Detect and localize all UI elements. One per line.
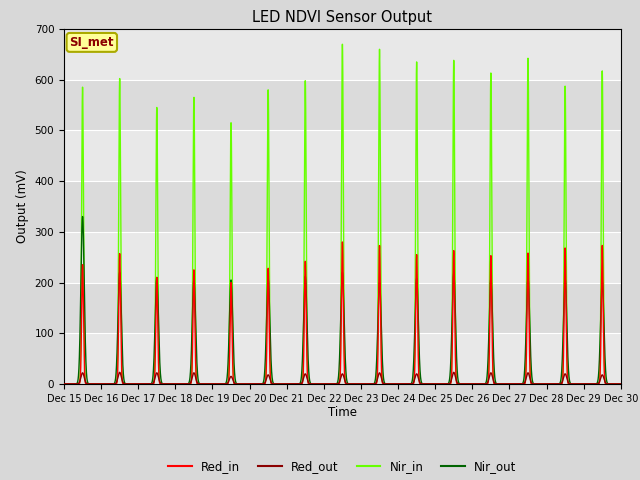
Y-axis label: Output (mV): Output (mV): [16, 169, 29, 243]
Bar: [64, 181, 621, 232]
Bar: [64, 80, 621, 130]
Text: SI_met: SI_met: [70, 36, 114, 49]
Legend: Red_in, Red_out, Nir_in, Nir_out: Red_in, Red_out, Nir_in, Nir_out: [163, 455, 522, 478]
X-axis label: Time: Time: [328, 407, 357, 420]
Bar: [64, 283, 621, 333]
Title: LED NDVI Sensor Output: LED NDVI Sensor Output: [252, 10, 433, 25]
